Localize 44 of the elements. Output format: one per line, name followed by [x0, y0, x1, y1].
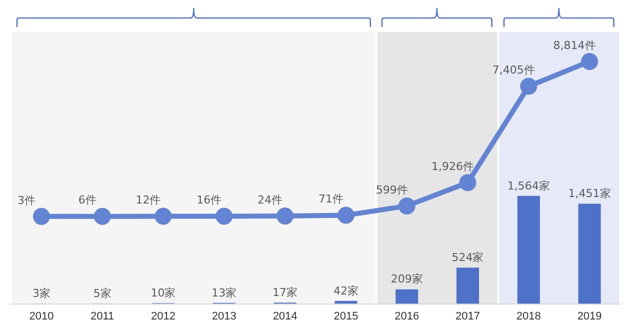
bar: [578, 204, 601, 304]
point: [32, 208, 50, 225]
x-tick-label: 2014: [272, 310, 298, 322]
point: [459, 174, 476, 192]
point: [398, 197, 416, 214]
x-tick-label: 2012: [151, 310, 176, 322]
x-tick-label: 2018: [516, 310, 541, 322]
bar: [456, 268, 480, 304]
point: [154, 208, 172, 225]
point: [216, 208, 233, 225]
x-tick-label: 2017: [456, 310, 480, 322]
data-label: 3家: [32, 286, 50, 300]
data-label: 6件: [78, 194, 96, 207]
data-label: 3件: [17, 194, 36, 207]
data-label: 524家: [452, 251, 484, 264]
data-label: 1,451家: [568, 187, 611, 200]
data-label: 12件: [136, 194, 161, 207]
data-label: 42家: [333, 284, 358, 298]
x-tick-label: 2019: [577, 310, 602, 322]
data-label: 599件: [376, 183, 408, 196]
x-tick-label: 2015: [334, 310, 358, 322]
point: [337, 206, 354, 224]
data-label: 5家: [93, 286, 112, 300]
x-tick-label: 2013: [212, 310, 236, 322]
point: [581, 52, 598, 70]
x-tick-label: 2010: [29, 310, 54, 322]
data-label: 7,405件: [492, 64, 535, 77]
data-label: 1,564家: [507, 179, 550, 192]
data-label: 24件: [258, 193, 283, 206]
point: [94, 208, 111, 225]
data-label: 209家: [390, 272, 423, 286]
x-tick-label: 2011: [90, 310, 114, 322]
bar: [396, 289, 418, 304]
point: [520, 78, 538, 95]
x-tick-label: 2016: [394, 310, 420, 322]
data-label: 17家: [272, 286, 298, 299]
bar: [517, 196, 540, 304]
data-label: 71件: [318, 192, 344, 206]
data-label: 10家: [150, 286, 176, 300]
point: [276, 208, 294, 225]
data-label: 16件: [196, 194, 222, 207]
data-label: 8,814件: [553, 38, 596, 52]
data-label: 1,926件: [432, 160, 474, 173]
data-label: 13家: [212, 286, 237, 300]
